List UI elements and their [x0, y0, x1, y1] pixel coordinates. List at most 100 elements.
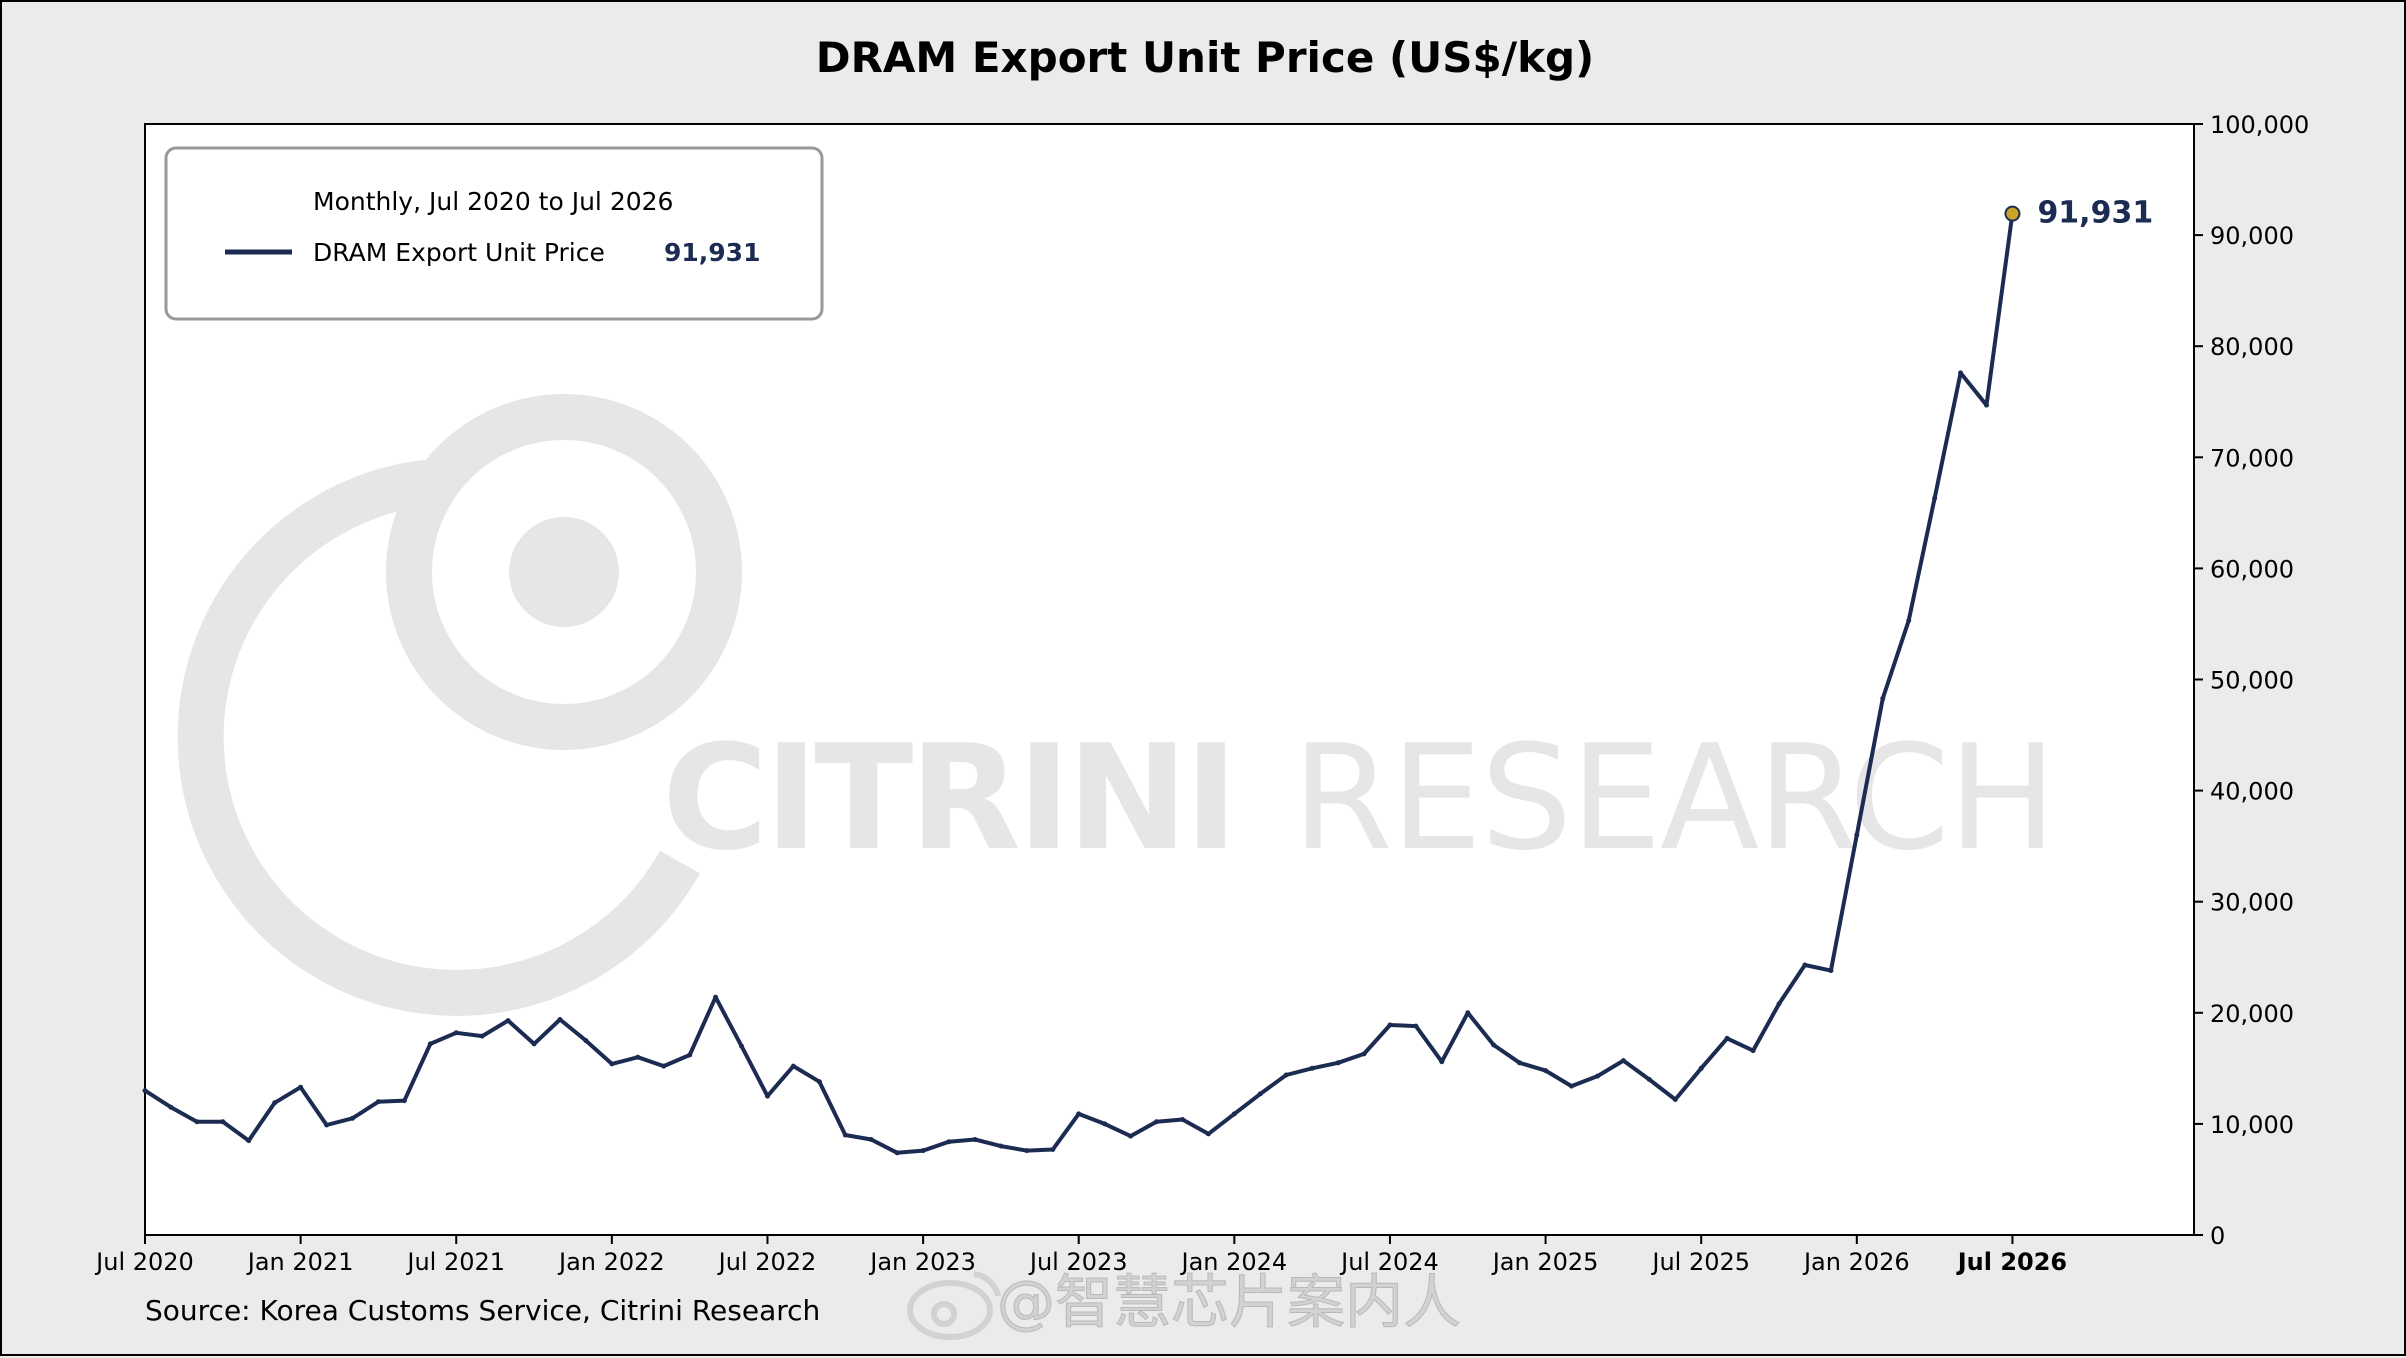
data-point [1024, 1148, 1030, 1154]
data-point [427, 1041, 433, 1047]
data-point [246, 1138, 252, 1144]
data-point [1205, 1131, 1211, 1137]
y-axis: 0 10,000 20,000 30,000 40,000 50,000 60,000 70,… [2194, 111, 2309, 1250]
data-point [1724, 1035, 1730, 1041]
data-point [1543, 1068, 1549, 1074]
data-point [220, 1119, 226, 1125]
data-point [765, 1093, 770, 1099]
data-point [972, 1137, 978, 1142]
end-value-label: 91,931 [2037, 196, 2153, 231]
data-point [557, 1017, 563, 1022]
x-tick-label: Jul 2021 [405, 1248, 505, 1276]
y-tick-label: 100,000 [2210, 111, 2309, 139]
data-point [1257, 1091, 1263, 1097]
data-point [1750, 1048, 1756, 1054]
x-tick-label: Jul 2022 [717, 1248, 817, 1276]
source-note: Source: Korea Customs Service, Citrini R… [145, 1294, 820, 1327]
data-point [1465, 1010, 1471, 1016]
x-tick-label: Jul 2020 [94, 1248, 194, 1276]
x-tick-label: Jul 2025 [1650, 1248, 1750, 1276]
legend-box [164, 146, 824, 321]
data-point [1958, 370, 1964, 376]
data-point [1672, 1097, 1678, 1102]
data-point [479, 1033, 485, 1039]
data-point [298, 1084, 304, 1090]
y-tick-label: 90,000 [2210, 222, 2294, 250]
watermark-brand-light: RESEARCH [1292, 714, 2055, 883]
legend-series-value: 91,931 [664, 238, 760, 267]
data-point [1854, 832, 1860, 838]
x-tick-label: Jan 2021 [246, 1248, 354, 1276]
data-point [687, 1052, 693, 1058]
data-point [868, 1137, 874, 1142]
data-point [272, 1100, 278, 1106]
social-handle: @智慧芯片案内人 [997, 1268, 1461, 1336]
data-point [1491, 1042, 1497, 1048]
y-tick-label: 50,000 [2210, 667, 2294, 695]
x-tick-label: Jul 2024 [1339, 1248, 1439, 1276]
data-point [324, 1122, 330, 1128]
y-tick-label: 30,000 [2210, 889, 2294, 917]
data-point [1620, 1058, 1626, 1064]
data-point [1906, 618, 1912, 624]
watermark-brand-bold: CITRINI [662, 714, 1234, 883]
data-point [790, 1063, 796, 1069]
data-point [661, 1063, 667, 1069]
data-point [505, 1018, 511, 1024]
data-point [1698, 1065, 1704, 1071]
data-point [194, 1119, 200, 1125]
data-point [453, 1030, 459, 1036]
data-point [1335, 1060, 1341, 1066]
data-point [842, 1132, 848, 1138]
x-tick-label: Jan 2026 [1802, 1248, 1910, 1276]
data-point [583, 1038, 589, 1044]
data-point [531, 1041, 537, 1047]
data-point [1802, 962, 1808, 968]
watermark-head-icon [509, 517, 619, 627]
y-tick-label: 20,000 [2210, 1000, 2294, 1028]
data-point [1154, 1119, 1159, 1125]
data-point [1569, 1083, 1574, 1089]
x-tick-label: Jan 2023 [868, 1248, 976, 1276]
x-tick-label: Jan 2022 [557, 1248, 665, 1276]
data-point [1361, 1051, 1367, 1057]
x-tick-label: Jan 2025 [1491, 1248, 1599, 1276]
data-point [168, 1104, 174, 1110]
data-point [1595, 1073, 1600, 1079]
y-tick-label: 60,000 [2210, 555, 2294, 583]
data-point [1439, 1059, 1445, 1065]
data-point [401, 1098, 407, 1104]
data-point [1880, 695, 1886, 701]
data-point [1309, 1065, 1315, 1071]
data-point [1413, 1023, 1419, 1029]
watermark-logo-icon [177, 394, 742, 1016]
x-tick-label: Jul 2026 [1956, 1248, 2067, 1276]
data-point [1076, 1111, 1082, 1117]
data-point [1646, 1077, 1652, 1082]
x-tick-label: Jul 2023 [1028, 1248, 1128, 1276]
legend-series-name: DRAM Export Unit Price [313, 238, 605, 267]
data-point [894, 1150, 900, 1156]
data-point [1932, 495, 1938, 501]
data-point [1776, 1001, 1782, 1007]
series-points [142, 211, 2015, 1156]
x-axis: Jul 2020 Jan 2021 Jul 2021 Jan 2022 Jul 2022… [94, 1235, 2067, 1276]
y-tick-label: 0 [2210, 1222, 2225, 1250]
y-tick-label: 10,000 [2210, 1111, 2294, 1139]
data-point [1050, 1147, 1056, 1152]
data-point [635, 1054, 641, 1060]
legend-header: Monthly, Jul 2020 to Jul 2026 [313, 187, 673, 216]
data-point [1102, 1121, 1108, 1127]
data-point [1128, 1133, 1134, 1139]
data-point [1387, 1022, 1393, 1028]
y-tick-label: 80,000 [2210, 333, 2294, 361]
data-point [350, 1115, 355, 1121]
data-point [1517, 1060, 1523, 1066]
data-point [609, 1061, 615, 1067]
data-point [142, 1088, 148, 1094]
data-point [713, 994, 719, 1000]
y-tick-label: 70,000 [2210, 444, 2294, 472]
chart-title: DRAM Export Unit Price (US$/kg) [816, 33, 1595, 82]
end-point-marker [2004, 205, 2021, 222]
